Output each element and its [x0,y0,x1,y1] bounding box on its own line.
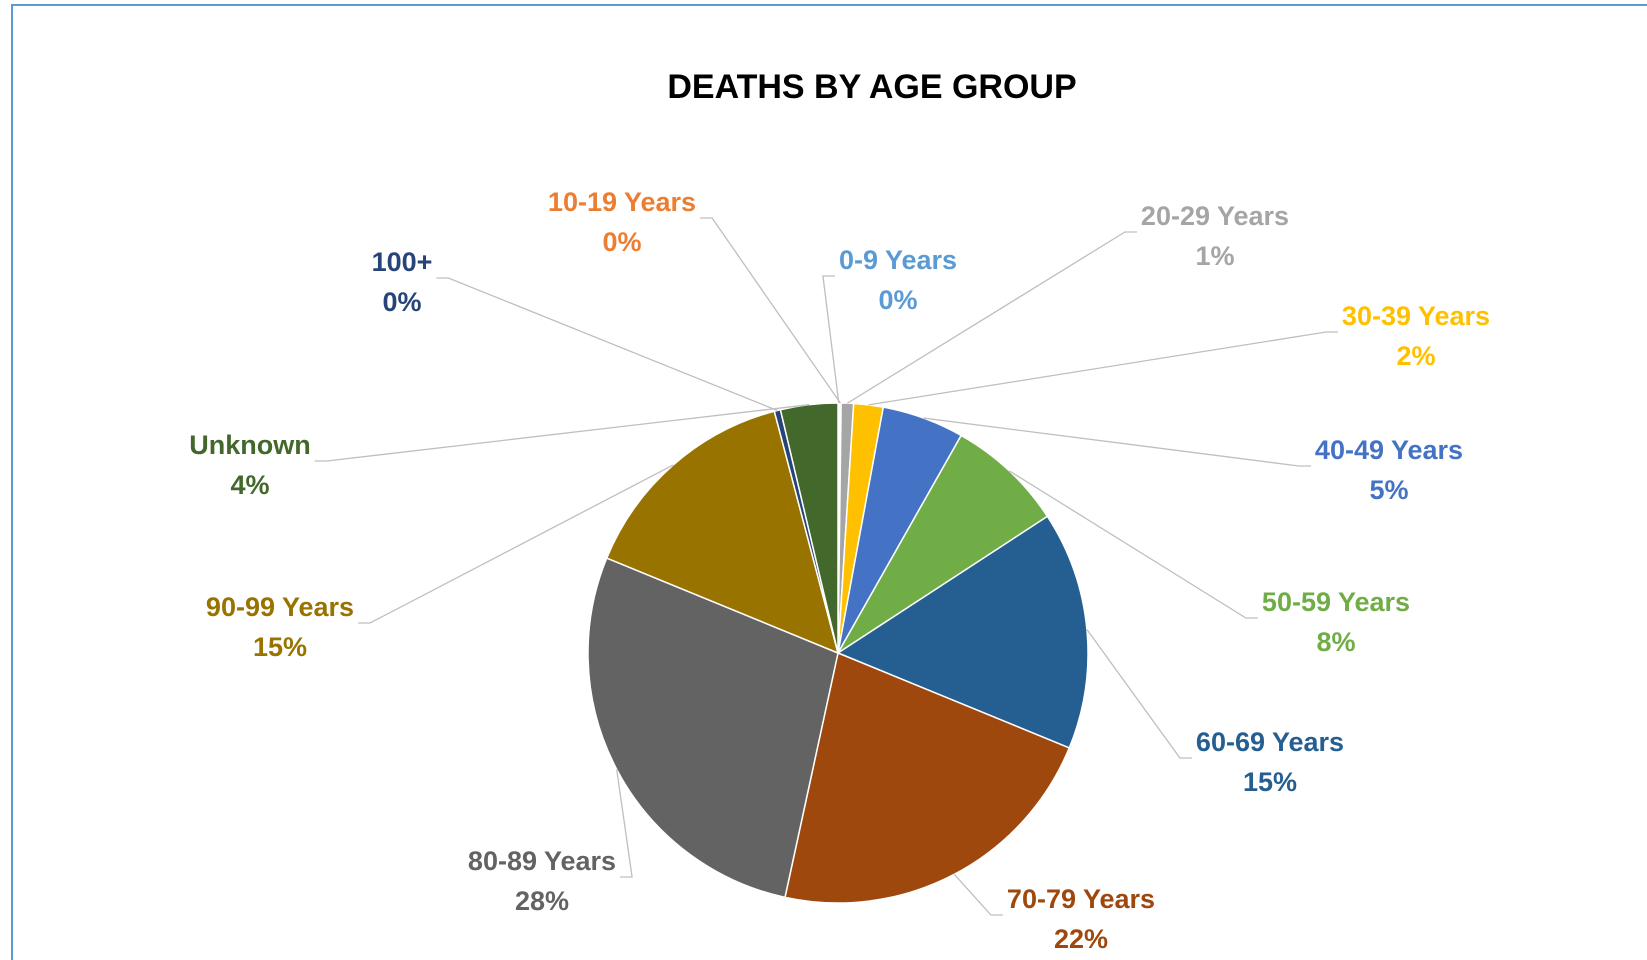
slice-label: 40-49 Years [1315,435,1463,465]
slice-value-label: 4% [230,470,269,500]
leader-line [1008,470,1258,619]
leader-line [1086,629,1192,759]
slice-label: 90-99 Years [206,592,354,622]
pie-slice [605,410,840,655]
leader-line [616,769,633,878]
slice-value-label: 2% [1396,341,1435,371]
slice-value-label: 28% [515,886,569,916]
leader-line [358,464,674,624]
chart-title: DEATHS BY AGE GROUP [667,68,1076,106]
slice-label: 70-79 Years [1007,884,1155,914]
slice-label: 60-69 Years [1196,727,1344,757]
leader-line [436,277,778,412]
slice-label: 0-9 Years [839,245,957,275]
leader-line [822,275,840,404]
leader-line [923,417,1311,467]
pie-slice [836,515,1089,749]
slice-value-label: 0% [382,287,421,317]
slice-value-label: 0% [602,227,641,257]
leader-line [868,331,1338,406]
slice-label: 10-19 Years [548,187,696,217]
pie-slice [784,651,1071,904]
leader-line [700,217,841,404]
slice-label: 20-29 Years [1141,201,1289,231]
slice-label: Unknown [189,430,311,460]
leader-line [847,231,1137,404]
slice-value-label: 5% [1369,475,1408,505]
slice-value-label: 22% [1054,924,1108,954]
slice-value-label: 0% [878,285,917,315]
slice-value-label: 1% [1195,241,1234,271]
slice-value-label: 15% [253,632,307,662]
pie-slice [587,557,839,899]
pie-slice [779,402,839,654]
slice-label: 50-59 Years [1262,587,1410,617]
slice-label: 100+ [372,247,433,277]
slice-label: 80-89 Years [468,846,616,876]
slice-value-label: 8% [1316,627,1355,657]
pie-slice [837,434,1049,654]
leader-line [314,404,810,462]
leader-line [953,873,1003,916]
slice-label: 30-39 Years [1342,301,1490,331]
slice-value-label: 15% [1243,767,1297,797]
